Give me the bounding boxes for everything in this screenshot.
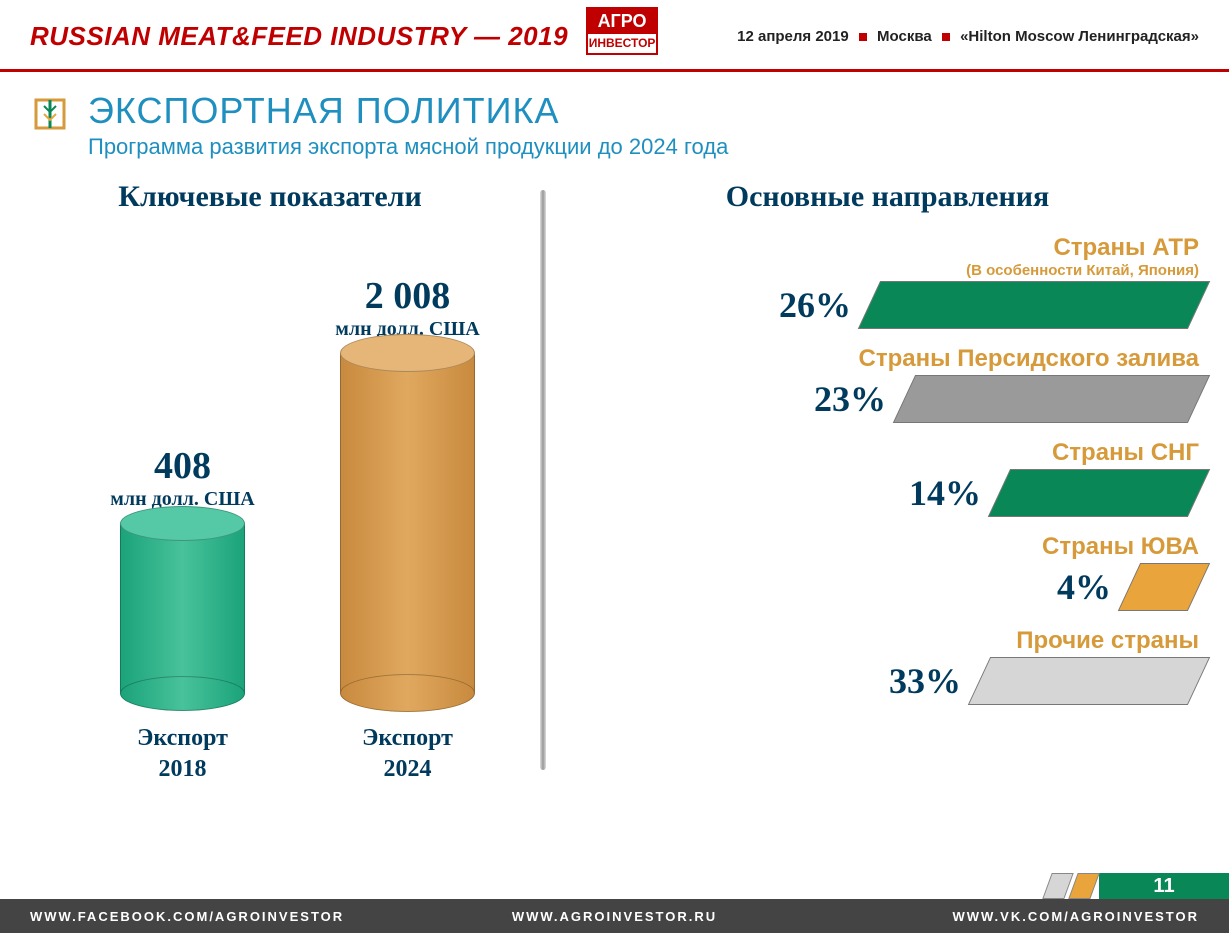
- direction-percent: 23%: [814, 378, 886, 420]
- direction-label: Страны ЮВА: [1042, 533, 1199, 560]
- direction-percent: 33%: [889, 660, 961, 702]
- direction-percent: 14%: [909, 472, 981, 514]
- direction-item: Прочие страны 33%: [576, 627, 1199, 705]
- cylinder-value: 408: [90, 444, 275, 488]
- logo-top-text: АГРО: [586, 7, 658, 34]
- event-city: Москва: [877, 28, 932, 45]
- direction-label: Прочие страны: [1016, 627, 1199, 654]
- separator-square-icon: [859, 33, 867, 41]
- direction-percent: 26%: [779, 284, 851, 326]
- page-number: 11: [1099, 873, 1229, 899]
- direction-percent: 4%: [1057, 566, 1111, 608]
- cylinder-label: Экспорт2024: [310, 723, 505, 785]
- direction-label: Страны АТР: [1053, 234, 1199, 261]
- cylinder-value: 2 008: [310, 274, 505, 318]
- footer-link-site: WWW.AGROINVESTOR.RU: [512, 909, 717, 924]
- cylinder-bar: 2 008млн долл. СШАЭкспорт2024: [310, 274, 505, 794]
- direction-bar: [988, 469, 1210, 517]
- direction-item: Страны ЮВА 4%: [576, 533, 1199, 611]
- left-section-title: Ключевые показатели: [30, 180, 510, 214]
- column-divider: [540, 190, 546, 770]
- event-venue: «Hilton Moscow Ленинградская»: [960, 28, 1199, 45]
- wheat-logo-icon: [30, 94, 70, 134]
- cylinder-label: Экспорт2018: [90, 723, 275, 785]
- slide-subtitle: Программа развития экспорта мясной проду…: [88, 134, 728, 160]
- direction-label: Страны СНГ: [1052, 439, 1199, 466]
- event-date: 12 апреля 2019: [737, 28, 849, 45]
- page-number-box: 11: [1047, 873, 1229, 899]
- page-stripe-icon: [1068, 873, 1099, 899]
- logo-bottom-text: ИНВЕСТОР: [586, 34, 658, 55]
- slide-title-area: ЭКСПОРТНАЯ ПОЛИТИКА Программа развития э…: [0, 72, 1229, 160]
- direction-bar: [968, 657, 1210, 705]
- direction-sublabel: (В особенности Китай, Япония): [576, 262, 1199, 279]
- directions-panel: Основные направления Страны АТР(В особен…: [576, 180, 1199, 794]
- footer-link-vk: WWW.VK.COM/AGROINVESTOR: [952, 909, 1199, 924]
- cylinder-chart: 408млн долл. СШАЭкспорт20182 008млн долл…: [30, 234, 510, 794]
- right-section-title: Основные направления: [576, 180, 1199, 214]
- event-title: RUSSIAN MEAT&FEED INDUSTRY — 2019: [30, 21, 568, 52]
- header-meta: 12 апреля 2019 Москва «Hilton Moscow Лен…: [737, 28, 1199, 45]
- direction-bar: [1118, 563, 1210, 611]
- direction-bar: [893, 375, 1210, 423]
- separator-square-icon: [942, 33, 950, 41]
- agro-investor-logo: АГРО ИНВЕСТОР: [586, 7, 658, 67]
- slide-content: Ключевые показатели 408млн долл. СШАЭксп…: [0, 160, 1229, 794]
- slide-header: RUSSIAN MEAT&FEED INDUSTRY — 2019 АГРО И…: [0, 0, 1229, 72]
- direction-item: Страны СНГ 14%: [576, 439, 1199, 517]
- direction-item: Страны Персидского залива 23%: [576, 345, 1199, 423]
- key-indicators-panel: Ключевые показатели 408млн долл. СШАЭксп…: [30, 180, 510, 794]
- slide-footer: WWW.FACEBOOK.COM/AGROINVESTOR WWW.AGROIN…: [0, 899, 1229, 933]
- direction-bar: [858, 281, 1210, 329]
- footer-link-facebook: WWW.FACEBOOK.COM/AGROINVESTOR: [30, 909, 344, 924]
- cylinder-bar: 408млн долл. СШАЭкспорт2018: [90, 444, 275, 794]
- slide-title: ЭКСПОРТНАЯ ПОЛИТИКА: [88, 90, 728, 132]
- directions-list: Страны АТР(В особенности Китай, Япония) 2…: [576, 234, 1199, 705]
- direction-label: Страны Персидского залива: [859, 345, 1200, 372]
- direction-item: Страны АТР(В особенности Китай, Япония) 2…: [576, 234, 1199, 329]
